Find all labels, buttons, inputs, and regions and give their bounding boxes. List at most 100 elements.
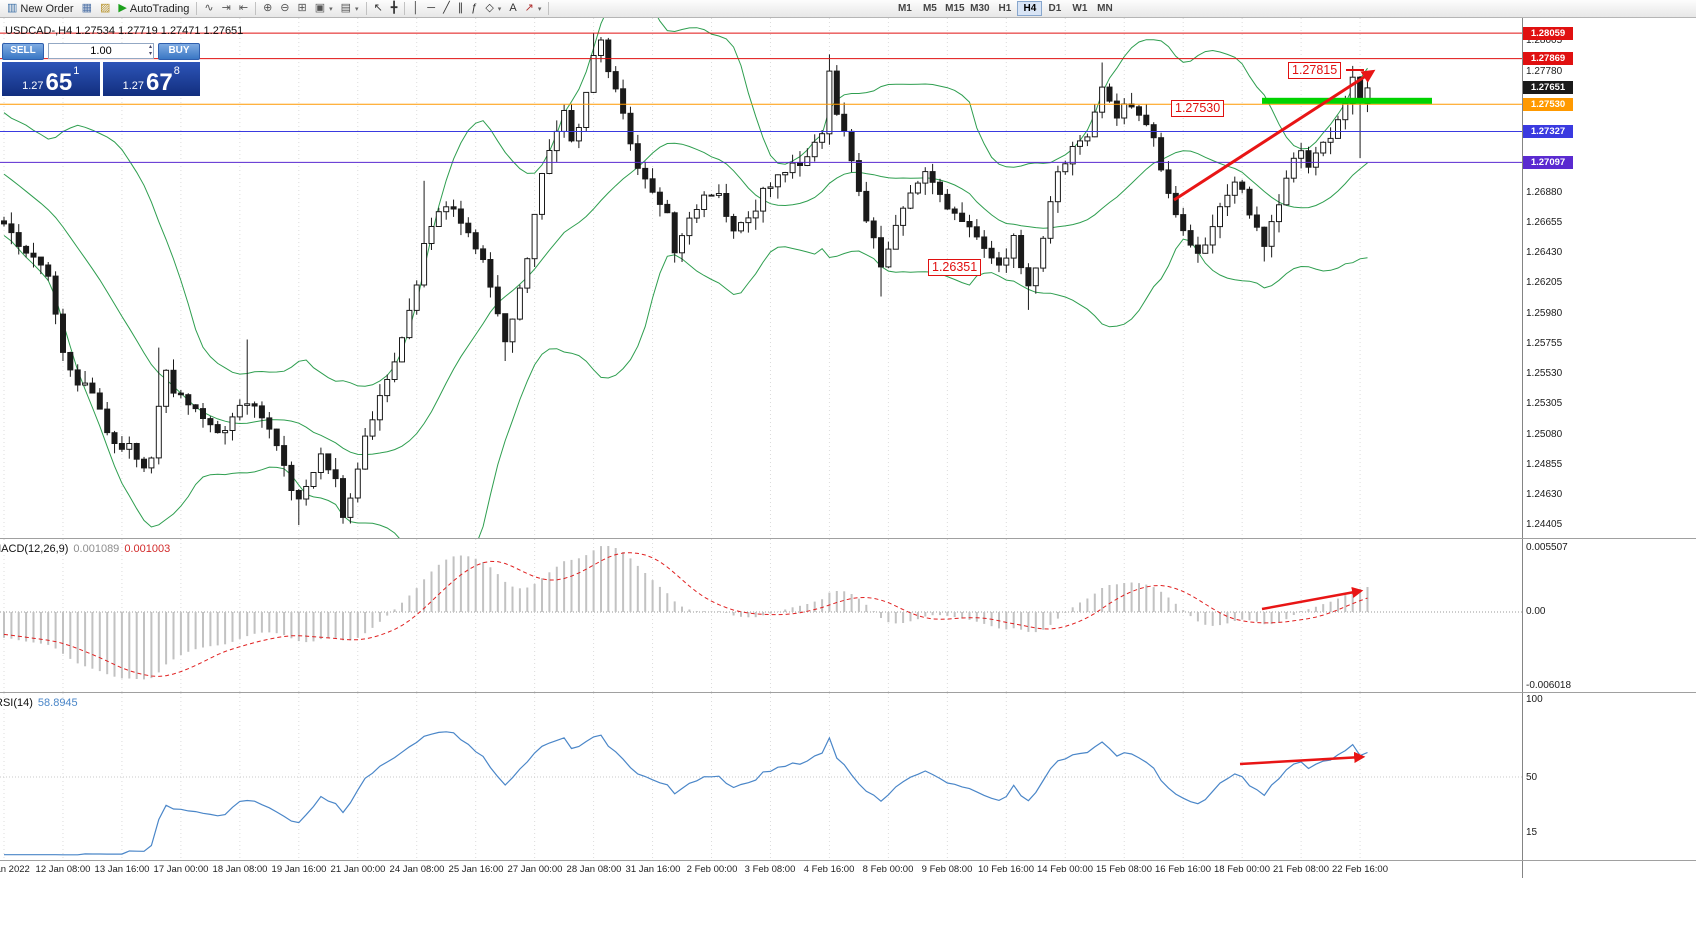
toolbar-spacer	[552, 8, 892, 9]
date-label: 28 Jan 08:00	[566, 864, 622, 875]
arrows-icon[interactable]: ↗ ▾	[521, 1, 546, 17]
crosshair-icon[interactable]: ╋	[387, 1, 402, 17]
volume-down-icon[interactable]: ▾	[148, 51, 152, 57]
one-click-trading-panel: SELL 1.00 ▴ ▾ BUY 1.27 65 1 1.27 67 8	[2, 42, 200, 96]
horizontal-line-icon[interactable]: ─	[423, 1, 439, 17]
macd-tick: 0.005507	[1526, 542, 1568, 553]
rsi-panel[interactable]: RSI(14) 58.8945	[0, 693, 1522, 860]
timeframe-d1[interactable]: D1	[1042, 1, 1067, 16]
price-tick: 1.26880	[1526, 187, 1563, 198]
volume-up-icon[interactable]: ▴	[148, 44, 152, 50]
horizontal-line-icon: ─	[427, 2, 436, 14]
zoom-in-icon[interactable]: ⊕	[259, 1, 276, 17]
new-order-button[interactable]: ▥ New Order	[3, 1, 78, 17]
trendline-icon[interactable]: ╱	[439, 1, 454, 17]
vertical-line-icon[interactable]: │	[408, 1, 423, 17]
chevron-down-icon: ▾	[537, 5, 542, 13]
trendline-icon: ╱	[443, 2, 450, 14]
macd-name: MACD(12,26,9)	[0, 543, 69, 555]
price-tag-1.27530: 1.27530	[1523, 98, 1573, 111]
rsi-tick: 50	[1526, 772, 1538, 783]
macd-value-signal: 0.001003	[124, 543, 171, 555]
sell-price-display[interactable]: 1.27 65 1	[2, 62, 100, 96]
fibonacci-icon: ƒ	[471, 2, 478, 14]
rsi-label: RSI(14) 58.8945	[0, 697, 83, 709]
new-chart-icon[interactable]: ▣ ▾	[311, 1, 337, 17]
chart-shift-icon: ⇤	[238, 2, 249, 14]
equidistant-channel-icon[interactable]: ∥	[454, 1, 468, 17]
macd-panel[interactable]: MACD(12,26,9) 0.001089 0.001003	[0, 539, 1522, 692]
terminal-icon[interactable]: ▨	[96, 1, 114, 17]
toolbar-separator	[548, 2, 550, 15]
indicators-icon: ∿	[204, 2, 214, 14]
macd-label: MACD(12,26,9) 0.001089 0.001003	[0, 543, 175, 555]
price-annotation: 1.27815	[1288, 62, 1342, 79]
autotrading-button[interactable]: ▶ AutoTrading	[114, 1, 193, 17]
buy-button[interactable]: BUY	[158, 42, 200, 60]
charts-icon: ▦	[81, 2, 92, 14]
date-label: 8 Feb 00:00	[862, 864, 914, 875]
buy-price-display[interactable]: 1.27 67 8	[102, 62, 200, 96]
volume-input[interactable]: 1.00 ▴ ▾	[48, 43, 154, 59]
rsi-tick: 15	[1526, 827, 1538, 838]
date-label: 13 Jan 16:00	[94, 864, 150, 875]
terminal-icon: ▨	[100, 2, 111, 14]
rsi-axis[interactable]: 100 50 15	[1522, 693, 1696, 860]
timeframe-m1[interactable]: M1	[892, 1, 917, 16]
date-label: 12 Jan 08:00	[35, 864, 91, 875]
date-label: 4 Feb 16:00	[803, 864, 855, 875]
sell-button[interactable]: SELL	[2, 42, 44, 60]
timeframe-h1[interactable]: H1	[992, 1, 1017, 16]
timeframe-m30[interactable]: M30	[967, 1, 992, 16]
text-icon[interactable]: A	[505, 1, 520, 17]
macd-axis[interactable]: 0.005507 0.00 -0.006018	[1522, 539, 1696, 692]
toolbar-separator	[404, 2, 406, 15]
date-label: 22 Feb 16:00	[1332, 864, 1388, 875]
crosshair-icon: ╋	[390, 2, 398, 14]
price-tick: 1.24405	[1526, 519, 1563, 530]
price-tick: 1.25755	[1526, 338, 1563, 349]
fibonacci-icon[interactable]: ƒ	[467, 1, 481, 17]
sell-price-prefix: 1.27	[22, 80, 44, 92]
rsi-value: 58.8945	[37, 697, 78, 709]
autotrading-play-icon: ▶	[118, 2, 127, 14]
chevron-down-icon: ▾	[329, 5, 333, 13]
date-label: 16 Feb 16:00	[1155, 864, 1211, 875]
timeframe-m15[interactable]: M15	[942, 1, 967, 16]
zoom-out-icon[interactable]: ⊖	[276, 1, 293, 17]
indicators-icon[interactable]: ∿	[200, 1, 217, 17]
shapes-icon: ◇	[485, 2, 494, 14]
sell-price-sup: 1	[73, 65, 80, 77]
date-label: 18 Feb 00:00	[1214, 864, 1270, 875]
autotrading-button-label: AutoTrading	[129, 2, 190, 15]
text-icon: A	[509, 2, 517, 14]
timeframe-m5[interactable]: M5	[917, 1, 942, 16]
cursor-icon[interactable]: ↖	[370, 1, 387, 17]
price-axis[interactable]: 1.28005 1.27780 1.26880 1.26655 1.26430 1.262…	[1522, 18, 1696, 538]
ohlc-low: 1.27471	[160, 25, 201, 37]
timeframe-w1[interactable]: W1	[1067, 1, 1092, 16]
charts-icon[interactable]: ▦	[78, 1, 96, 17]
chevron-down-icon: ▾	[355, 5, 359, 13]
profiles-icon[interactable]: ▤ ▾	[337, 1, 363, 17]
zoom-in-icon: ⊕	[263, 2, 273, 14]
chevron-down-icon: ▾	[497, 5, 502, 13]
tile-windows-icon[interactable]: ⊞	[294, 1, 311, 17]
date-label: 18 Jan 08:00	[212, 864, 268, 875]
date-label: 2 Feb 00:00	[686, 864, 738, 875]
symbol-title: USDCAD-,H4	[5, 25, 73, 37]
timeframe-h4[interactable]: H4	[1017, 1, 1043, 16]
chart-shift-icon[interactable]: ⇤	[235, 1, 252, 17]
auto-scroll-icon[interactable]: ⇥	[218, 1, 235, 17]
buy-price-prefix: 1.27	[122, 80, 145, 92]
date-label: 21 Feb 08:00	[1273, 864, 1329, 875]
date-label: 27 Jan 00:00	[507, 864, 563, 875]
price-tag-1.27097: 1.27097	[1523, 156, 1573, 169]
price-chart[interactable]: USDCAD-,H4 1.27534 1.27719 1.27471 1.27651 S…	[0, 18, 1522, 538]
date-label: 24 Jan 08:00	[389, 864, 445, 875]
timeframe-mn[interactable]: MN	[1092, 1, 1117, 16]
price-tick: 1.25530	[1526, 368, 1563, 379]
shapes-icon[interactable]: ◇ ▾	[481, 1, 505, 17]
